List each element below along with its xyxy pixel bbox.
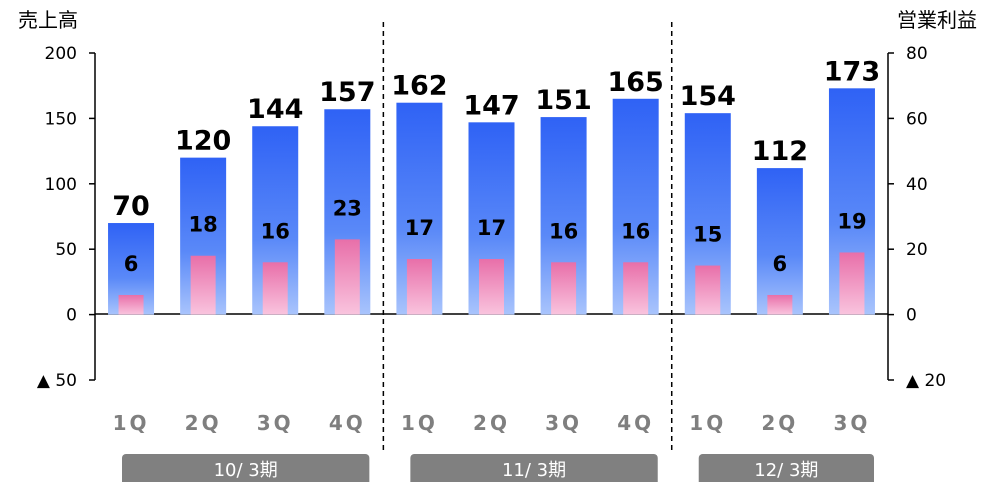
- quarter-label: 1Q: [113, 411, 150, 435]
- revenue-value-label: 144: [247, 94, 303, 125]
- operating-profit-bar: [190, 255, 216, 315]
- right-tick-label: 40: [906, 175, 928, 195]
- left-tick-label: 200: [45, 44, 77, 64]
- operating-profit-bar: [262, 262, 288, 315]
- right-axis-ticks: 80 60 40 20 0 ▲ 20: [888, 44, 946, 391]
- right-axis-title: 営業利益: [897, 8, 977, 32]
- operating-profit-bar: [839, 252, 865, 315]
- revenue-bar: [756, 168, 803, 315]
- operating-profit-bar: [406, 259, 432, 315]
- left-axis-title: 売上高: [18, 8, 78, 32]
- quarter-label: 1Q: [401, 411, 438, 435]
- operating-profit-bar: [334, 239, 360, 315]
- operating-profit-bar: [479, 259, 504, 315]
- quarter-label: 3Q: [545, 411, 582, 435]
- quarter-labels: 1Q 2Q 3Q 4Q 1Q 2Q 3Q 4Q 1Q 2Q 3Q: [113, 411, 870, 435]
- period-box: [410, 454, 658, 482]
- operating-profit-value-label: 19: [837, 209, 866, 233]
- operating-profit-value-label: 17: [405, 216, 434, 240]
- quarter-label: 2Q: [473, 411, 510, 435]
- left-tick-label: ▲ 50: [37, 371, 77, 391]
- revenue-value-label: 157: [319, 77, 375, 108]
- period-labels: 10/ 3期 11/ 3期 12/ 3期: [122, 454, 874, 482]
- left-tick-label: 150: [45, 109, 77, 129]
- operating-profit-bar: [767, 294, 793, 315]
- right-tick-label: 80: [906, 44, 928, 64]
- left-tick-label: 0: [66, 306, 77, 326]
- operating-profit-bar: [623, 262, 649, 315]
- operating-profit-value-label: 17: [477, 216, 506, 240]
- operating-profit-value-label: 6: [773, 252, 788, 276]
- left-axis-ticks: 200 150 100 50 0 ▲ 50: [37, 44, 95, 391]
- period-label: 12/ 3期: [754, 460, 818, 481]
- right-tick-label: ▲ 20: [906, 371, 946, 391]
- revenue-value-label: 120: [175, 126, 231, 157]
- right-tick-label: 0: [906, 306, 917, 326]
- revenue-value-label: 112: [752, 136, 808, 167]
- operating-profit-value-label: 18: [189, 213, 218, 237]
- operating-profit-value-label: 16: [261, 219, 290, 243]
- bars: [108, 88, 875, 315]
- operating-profit-value-label: 16: [549, 219, 578, 243]
- quarter-label: 2Q: [761, 411, 798, 435]
- revenue-value-label: 147: [463, 90, 519, 121]
- quarter-label: 3Q: [257, 411, 294, 435]
- data-labels: 70 6 120 18 144 16 157 23 162 17 147 17 151 16 165 16 15…: [112, 56, 880, 276]
- revenue-value-label: 70: [112, 191, 150, 222]
- revenue-value-label: 151: [535, 85, 591, 116]
- revenue-value-label: 162: [391, 71, 447, 102]
- quarter-label: 2Q: [185, 411, 222, 435]
- left-tick-label: 100: [45, 175, 77, 195]
- revenue-value-label: 154: [680, 81, 736, 112]
- quarter-label: 4Q: [617, 411, 654, 435]
- operating-profit-value-label: 23: [333, 196, 362, 220]
- period-box: [698, 454, 874, 482]
- operating-profit-bar: [118, 294, 144, 315]
- period-box: [122, 454, 370, 482]
- operating-profit-bar: [551, 262, 577, 315]
- left-tick-label: 50: [55, 240, 77, 260]
- quarter-label: 1Q: [689, 411, 726, 435]
- revenue-value-label: 173: [824, 56, 880, 87]
- right-tick-label: 60: [906, 109, 928, 129]
- operating-profit-value-label: 6: [124, 252, 139, 276]
- revenue-value-label: 165: [607, 67, 663, 98]
- right-tick-label: 20: [906, 240, 928, 260]
- period-label: 11/ 3期: [502, 460, 566, 481]
- operating-profit-bar: [695, 265, 721, 315]
- operating-profit-value-label: 15: [693, 223, 722, 247]
- period-label: 10/ 3期: [214, 460, 278, 481]
- quarter-label: 3Q: [833, 411, 870, 435]
- operating-profit-value-label: 16: [621, 219, 650, 243]
- quarter-label: 4Q: [329, 411, 366, 435]
